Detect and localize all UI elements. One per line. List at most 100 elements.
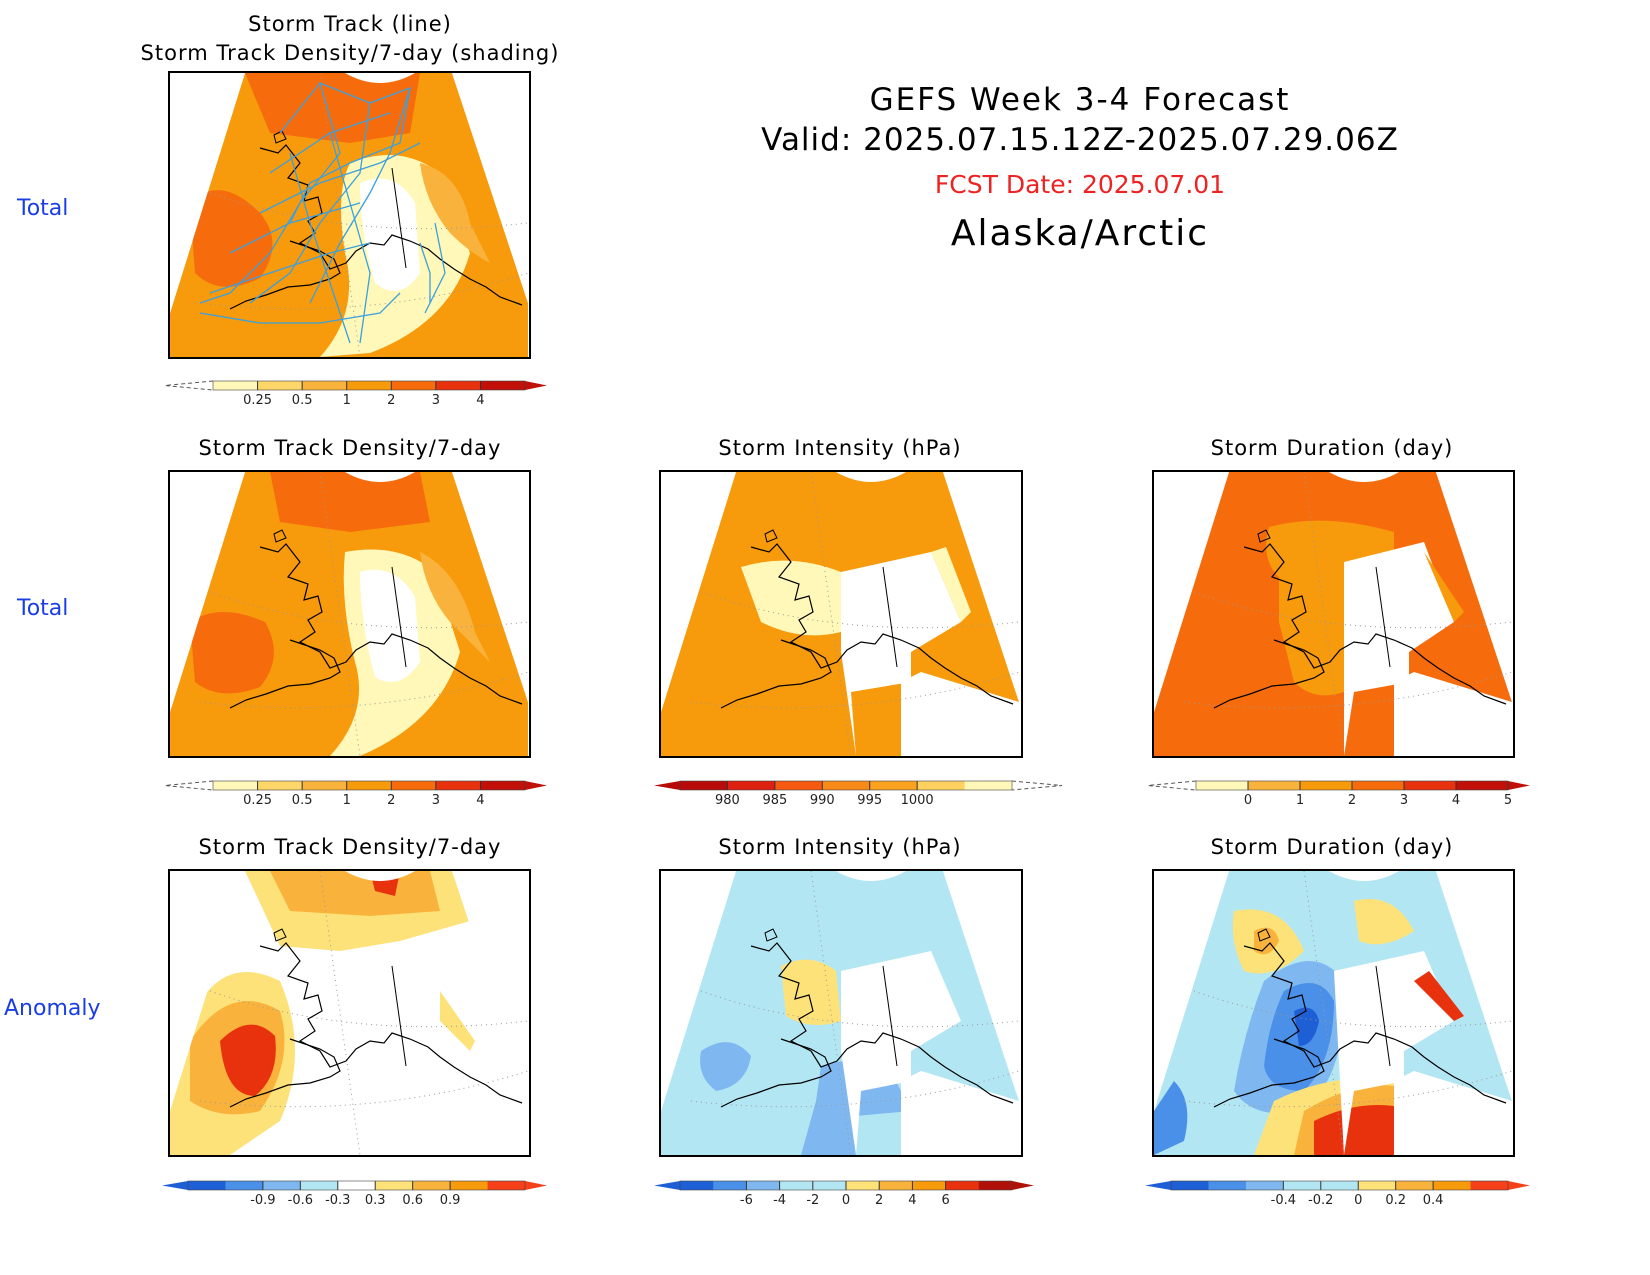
colorbar-swatch [188,1181,226,1190]
colorbar-arrow-high [1508,781,1530,790]
coastline [750,942,1014,1104]
colorbar-swatch [346,381,392,390]
shaded-region [1424,552,1464,622]
colorbar-tick-label: 1 [1296,793,1304,808]
coastline [1243,942,1507,1104]
colorbar-tick-label: 0.4 [1423,1193,1444,1208]
island-outline [764,928,778,942]
shaded-region [1314,1105,1394,1155]
shaded-region [1154,1081,1188,1155]
grid-line [209,591,529,629]
coastline [259,144,523,306]
panel-title-duration-anomaly: Storm Duration (day) [1210,835,1454,859]
grid-line [209,990,529,1028]
colorbar-tick-label: 6 [941,1193,949,1208]
panel-title-storm-track: Storm Track (line) Storm Track Density/7… [140,12,560,65]
map-storm-duration-total [1152,470,1515,758]
polar-cap [345,472,415,482]
colorbar-swatch [964,781,1013,790]
colorbar-tick-label: -0.6 [288,1193,313,1208]
storm-track-line [229,202,361,254]
colorbar-swatch [435,381,481,390]
colorbar-tick-label: 0 [1354,1193,1362,1208]
colorbar-tick-label: -0.2 [1308,1193,1333,1208]
colorbar-swatch [1358,1181,1397,1190]
map-storm-intensity-anomaly [659,869,1023,1157]
shaded-region [1344,542,1512,756]
colorbar-swatch [302,781,348,790]
colorbar-swatch [1245,1181,1284,1190]
colorbar-arrow-low [164,780,214,791]
island-outline [273,928,287,942]
colorbar-arrow-low [164,380,214,391]
colorbar-density-1: 0.25 0.5 1 2 3 4 [164,378,547,408]
colorbar-tick-label: 985 [762,793,787,808]
colorbar-swatch [1171,1181,1209,1190]
storm-track-line [199,82,341,304]
colorbar-swatch [213,781,259,790]
colorbar-tick-label: 0.9 [440,1193,461,1208]
colorbar-swatch [846,1181,880,1190]
colorbar-tick-label: 3 [432,793,440,808]
colorbar-swatch [257,381,303,390]
colorbar-tick-label: -2 [806,1193,819,1208]
grid-line [209,192,529,230]
shaded-region [190,612,274,694]
colorbar-tick-label: 1000 [901,793,934,808]
colorbar-tick-label: 4 [476,793,484,808]
row-label-anomaly: Anomaly [4,996,101,1021]
colorbar-swatch [300,1181,339,1190]
colorbar-tick-label: 4 [476,393,484,408]
colorbar-swatch [302,381,348,390]
colorbar-swatch [1395,1181,1434,1190]
panel-title-density-anomaly: Storm Track Density/7-day [198,835,502,859]
shaded-region [1354,899,1414,945]
row-label-total-1: Total [17,196,69,221]
island-outline [273,130,287,144]
shaded-region [270,472,430,532]
colorbar-swatch [346,781,392,790]
shaded-region [245,73,420,143]
colorbar-arrow-low [654,781,680,790]
shaded-region [1334,951,1512,1155]
colorbar-swatch [812,1181,847,1190]
colorbar-swatch [450,1181,489,1190]
storm-track-line [279,82,411,224]
shaded-region [270,871,440,916]
shaded-region [440,991,475,1051]
polar-cap [1329,472,1399,482]
shaded-region [360,569,420,682]
border-line [391,167,407,269]
colorbar-tick-label: 5 [1504,793,1512,808]
colorbar-tick-label: 0 [1244,793,1252,808]
grid-line [700,591,1020,629]
colorbar-arrow-low [654,1181,680,1190]
storm-track-line [249,102,371,304]
colorbar-swatch [680,781,728,790]
colorbar-swatch [257,781,303,790]
colorbar-tick-label: -0.9 [250,1193,275,1208]
colorbar-arrow-high [1508,1181,1530,1190]
colorbar-swatch [945,1181,980,1190]
border-line [391,965,407,1067]
colorbar-tick-label: 0.5 [292,793,313,808]
colorbar-swatch [1283,1181,1322,1190]
colorbar-arrow-low [162,1181,188,1190]
colorbar-tick-label: 2 [387,393,395,408]
colorbar-swatch [1352,781,1405,790]
shaded-region [931,547,971,622]
storm-track-line [419,242,431,303]
colorbar-density-anomaly: -0.9 -0.6 -0.3 0.3 0.6 0.9 [160,1178,547,1208]
map-storm-track-density-total [168,470,531,758]
border-line [1375,566,1391,668]
colorbar-density-2: 0.25 0.5 1 2 3 4 [164,778,547,808]
polar-cap [836,472,906,482]
colorbar-swatch [375,1181,414,1190]
valid-range: Valid: 2025.07.15.12Z-2025.07.29.06Z [761,122,1399,158]
colorbar-swatch [1320,1181,1359,1190]
storm-track-line [199,292,401,324]
colorbar-swatch [262,1181,301,1190]
polar-cap [836,871,906,881]
colorbar-arrow-high [525,781,547,790]
storm-track-line [209,242,371,294]
